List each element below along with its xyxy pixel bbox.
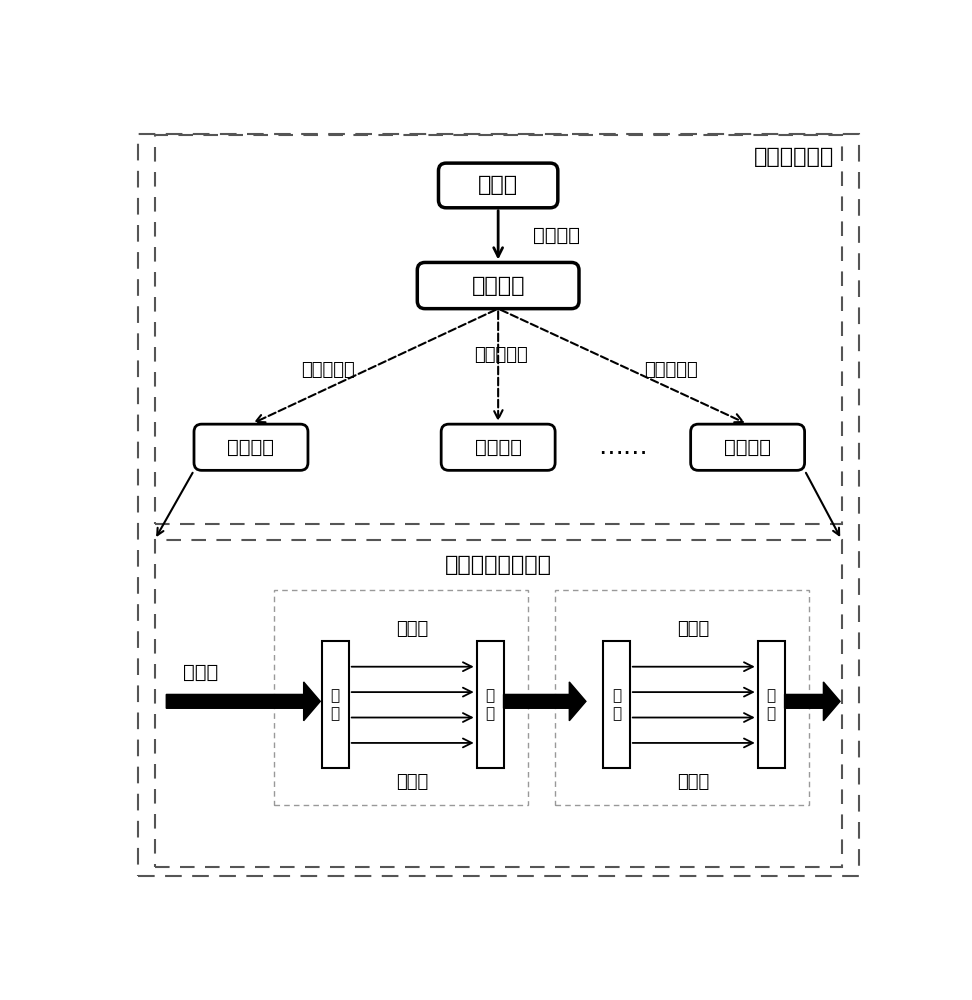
Text: 主线程: 主线程 [184, 663, 219, 682]
Text: 汇
总: 汇 总 [767, 689, 776, 721]
Bar [555, 590, 810, 805]
Text: 子线程: 子线程 [677, 620, 710, 638]
Text: 节点内的多核并行: 节点内的多核并行 [444, 555, 552, 575]
Text: 管理节点: 管理节点 [471, 276, 525, 296]
Bar [322, 641, 349, 768]
Text: 多机分布并行: 多机分布并行 [753, 147, 834, 167]
Bar [155, 540, 842, 867]
Polygon shape [166, 682, 321, 721]
Text: 分
配: 分 配 [611, 689, 621, 721]
FancyBboxPatch shape [438, 163, 558, 208]
FancyBboxPatch shape [441, 424, 555, 470]
Bar [603, 641, 630, 768]
Text: 子线程: 子线程 [397, 620, 429, 638]
Bar [155, 135, 842, 524]
Bar [274, 590, 528, 805]
Bar [476, 641, 503, 768]
FancyBboxPatch shape [417, 262, 579, 309]
Text: 计算节点: 计算节点 [227, 438, 274, 457]
Bar [757, 641, 784, 768]
Text: 并行域: 并行域 [397, 773, 429, 791]
Text: 任务请求: 任务请求 [533, 226, 580, 245]
Polygon shape [784, 682, 840, 721]
Text: 客户端: 客户端 [478, 175, 518, 195]
Polygon shape [503, 682, 586, 721]
Text: ……: …… [598, 435, 647, 459]
Text: 分
配: 分 配 [330, 689, 340, 721]
Text: 分配子任务: 分配子任务 [474, 346, 528, 364]
Text: 分配子任务: 分配子任务 [301, 361, 355, 379]
FancyBboxPatch shape [691, 424, 805, 470]
FancyBboxPatch shape [194, 424, 308, 470]
Text: 计算节点: 计算节点 [724, 438, 771, 457]
Text: 计算节点: 计算节点 [474, 438, 522, 457]
Text: 分配子任务: 分配子任务 [643, 361, 698, 379]
Text: 汇
总: 汇 总 [485, 689, 495, 721]
Text: 并行域: 并行域 [677, 773, 710, 791]
